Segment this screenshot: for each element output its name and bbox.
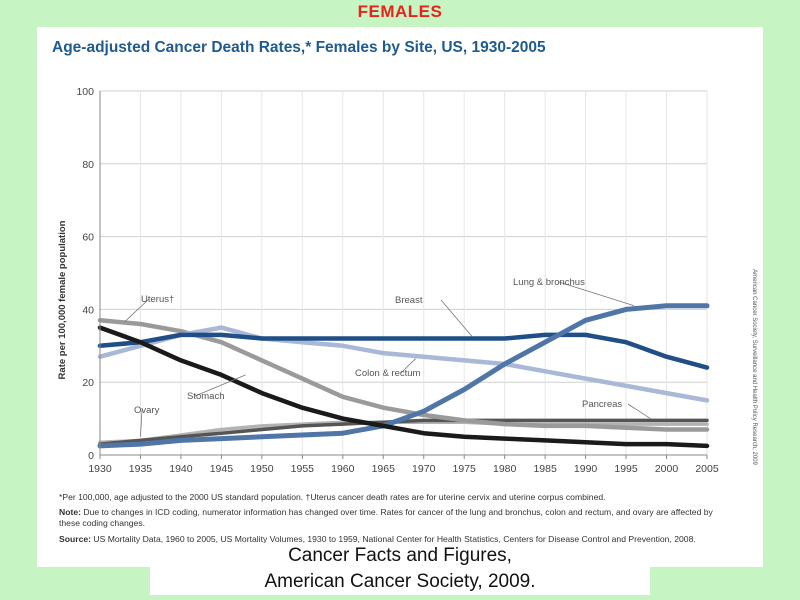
leader-line-breast <box>440 299 473 337</box>
series-label-uterus: Uterus† <box>141 294 174 305</box>
x-tick-label: 1970 <box>412 463 436 475</box>
leader-line-ovary <box>140 409 143 437</box>
leader-line-stomach <box>194 374 246 397</box>
source-text: US Mortality Data, 1960 to 2005, US Mort… <box>91 534 696 544</box>
series-line-breast <box>97 332 710 370</box>
source-note: Source: US Mortality Data, 1960 to 2005,… <box>59 534 724 545</box>
series-line-pancreas <box>98 418 709 446</box>
y-tick-label: 100 <box>76 86 94 98</box>
series-line-lung-bronchus <box>97 303 710 449</box>
x-tick-label: 1950 <box>250 463 274 475</box>
x-tick-label: 1985 <box>533 463 557 475</box>
leader-line-uterus <box>124 298 150 323</box>
y-tick-label: 20 <box>82 377 94 389</box>
leader-line-colon-rectum <box>400 358 416 374</box>
series-label-lung-bronchus: Lung & bronchus <box>513 277 585 288</box>
note-text: Due to changes in ICD coding, numerator … <box>59 507 713 528</box>
series-label-stomach: Stomach <box>187 391 225 402</box>
x-tick-label: 2000 <box>655 463 679 475</box>
y-tick-label: 40 <box>82 304 94 316</box>
y-tick-label: 60 <box>82 232 94 244</box>
source-label: Source: <box>59 534 91 544</box>
x-tick-label: 1940 <box>169 463 193 475</box>
x-tick-label: 1965 <box>372 463 396 475</box>
note-label: Note: <box>59 507 81 517</box>
x-tick-label: 1995 <box>614 463 638 475</box>
chart-title: Age-adjusted Cancer Death Rates,* Female… <box>52 39 546 56</box>
series-label-colon-rectum: Colon & rectum <box>355 368 421 379</box>
caption-line-2: American Cancer Society, 2009. <box>264 571 536 592</box>
slide-title: FEMALES <box>357 2 443 21</box>
y-tick-label: 0 <box>88 450 94 462</box>
x-tick-label: 1980 <box>493 463 517 475</box>
series-labels: Breast Lung & bronchus Colon & rectum Uteru… <box>124 277 651 437</box>
x-tick-label: 1945 <box>210 463 234 475</box>
axes: 0 20 40 60 80 100 1930 1935 1940 1945 1950 1955 1960… <box>76 86 718 475</box>
x-tick-label: 1935 <box>129 463 153 475</box>
slide-caption: Cancer Facts and Figures, American Cance… <box>150 543 650 595</box>
series-line-colon-rectum <box>97 325 710 403</box>
caption-line-1: Cancer Facts and Figures, <box>288 545 512 566</box>
x-tick-label: 1975 <box>453 463 477 475</box>
y-tick-label: 80 <box>82 159 94 171</box>
x-tick-label: 1960 <box>331 463 355 475</box>
series-lines <box>97 303 710 449</box>
leader-line-pancreas <box>627 403 651 419</box>
line-chart: 0 20 40 60 80 100 1930 1935 1940 1945 1950 1955 1960… <box>57 86 757 475</box>
chart-panel: Age-adjusted Cancer Death Rates,* Female… <box>37 27 763 567</box>
y-axis-label: Rate per 100,000 female population <box>57 220 68 379</box>
series-line-stomach <box>97 325 710 449</box>
series-label-breast: Breast <box>395 295 423 306</box>
x-tick-label: 2005 <box>695 463 719 475</box>
side-credit: American Cancer Society, Surveillance an… <box>751 269 757 465</box>
x-tick-label: 1930 <box>88 463 112 475</box>
series-label-pancreas: Pancreas <box>582 399 622 410</box>
series-label-ovary: Ovary <box>134 405 160 416</box>
leader-line-lung-bronchus <box>558 281 635 307</box>
x-tick-label: 1955 <box>291 463 315 475</box>
footnote-per-100000: *Per 100,000, age adjusted to the 2000 U… <box>59 492 606 502</box>
coding-note: Note: Due to changes in ICD coding, nume… <box>59 507 724 528</box>
x-tick-label: 1990 <box>574 463 598 475</box>
